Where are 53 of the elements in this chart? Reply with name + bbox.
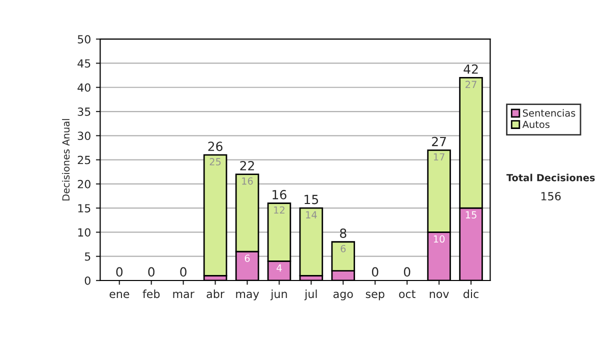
- data-label: 6: [244, 254, 250, 262]
- x-tick-label: mar: [173, 292, 194, 298]
- total-label: 27: [432, 136, 446, 146]
- x-tick-label: nov: [430, 292, 449, 298]
- y-tick-label: 25: [78, 156, 90, 164]
- y-tick-label: 50: [78, 35, 90, 44]
- x-tick-label: feb: [142, 290, 160, 298]
- y-tick-label: 10: [78, 228, 90, 237]
- data-label: 10: [434, 235, 445, 243]
- data-label: 15: [466, 211, 476, 218]
- bar: [203, 154, 228, 276]
- total-label: 22: [240, 160, 254, 170]
- y-tick-label: 35: [78, 107, 90, 116]
- y-tick-label: 15: [78, 204, 90, 212]
- y-tick-label: 0: [84, 276, 90, 285]
- x-tick-label: ene: [110, 292, 130, 298]
- data-label: 4: [276, 264, 282, 272]
- y-tick-label: 30: [78, 132, 90, 140]
- total-label: 0: [148, 267, 154, 277]
- total-label: 0: [404, 267, 410, 277]
- total-label: 0: [180, 267, 186, 277]
- data-label: 25: [210, 158, 221, 166]
- x-tick-label: jun: [270, 290, 287, 300]
- data-label: 14: [306, 211, 317, 218]
- x-tick-label: dic: [464, 290, 478, 298]
- total-label: 0: [116, 267, 123, 277]
- x-tick-label: oct: [399, 290, 416, 298]
- legend-label: Autos: [522, 120, 550, 128]
- x-tick-label: jul: [304, 290, 317, 300]
- total-label: 42: [464, 64, 478, 74]
- x-tick-label: may: [236, 292, 260, 300]
- total-label: 16: [272, 190, 286, 200]
- text: 156: [541, 192, 561, 200]
- x-tick-label: ago: [333, 292, 353, 300]
- bar: [299, 207, 324, 276]
- data-label: 16: [242, 177, 253, 185]
- total-label: 0: [372, 267, 378, 277]
- total-label: 15: [304, 194, 318, 204]
- x-tick-label: sep: [366, 292, 384, 300]
- text: Total Decisiones: [506, 174, 595, 182]
- y-tick-label: 40: [78, 83, 90, 92]
- data-label: 12: [274, 206, 284, 214]
- x-tick-label: abr: [206, 290, 224, 298]
- data-label: 17: [434, 153, 444, 160]
- data-label: 6: [340, 244, 346, 252]
- total-label: 26: [208, 142, 222, 152]
- y-tick-label: 20: [78, 180, 90, 188]
- y-axis-title: Decisiones Anual: [62, 119, 70, 200]
- legend-label: Sentencias: [522, 109, 576, 117]
- y-tick-label: 5: [84, 252, 90, 261]
- y-tick-label: 45: [78, 59, 90, 68]
- total-label: 8: [340, 228, 346, 238]
- data-label: 27: [466, 80, 476, 88]
